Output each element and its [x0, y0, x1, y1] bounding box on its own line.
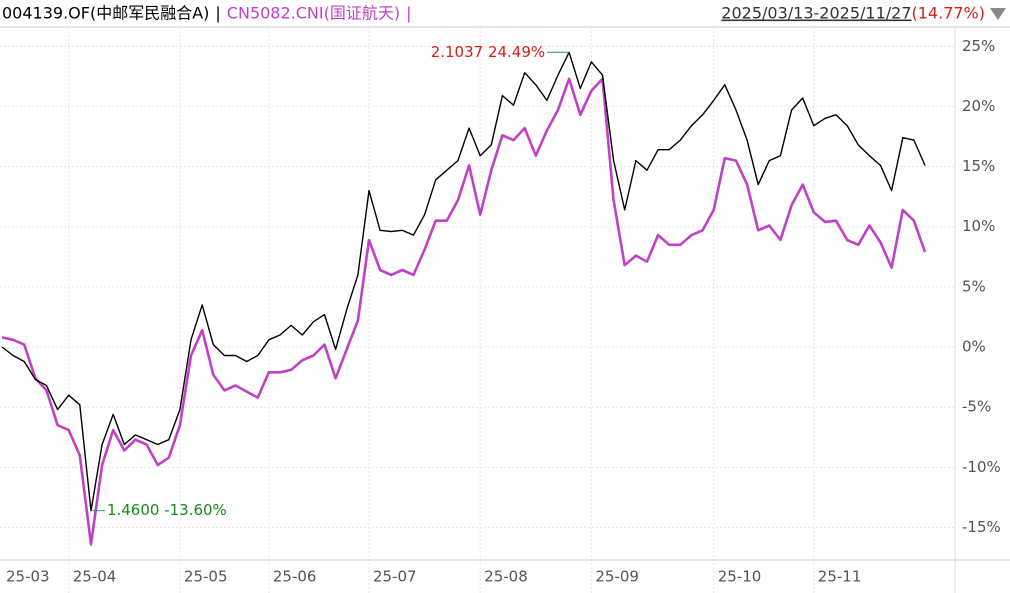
y-tick-label: 5% — [962, 277, 986, 295]
x-tick-label: 25-06 — [273, 568, 317, 586]
x-tick-label: 25-03 — [6, 568, 50, 586]
series-name: 004139.OF(中邮军民融合A) — [2, 4, 209, 23]
series-name: CN5082.CNI(国证航天) — [227, 4, 400, 23]
annotation: 1.4600 -13.60% — [107, 501, 227, 519]
dropdown-arrow[interactable] — [990, 8, 1006, 20]
separator: | — [406, 4, 411, 23]
x-tick-label: 25-05 — [184, 568, 228, 586]
line-series — [1, 77, 927, 546]
x-tick-label: 25-10 — [718, 568, 762, 586]
y-tick-label: 25% — [962, 37, 995, 55]
period-return: (14.77%) — [912, 4, 986, 23]
separator: | — [215, 4, 220, 23]
y-tick-label: 10% — [962, 217, 995, 235]
period: 2025/03/13-2025/11/27 — [721, 4, 911, 23]
x-tick-label: 25-04 — [73, 568, 117, 586]
y-tick-label: 0% — [962, 338, 986, 356]
y-tick-label: 15% — [962, 157, 995, 175]
x-tick-label: 25-07 — [373, 568, 417, 586]
y-tick-label: 20% — [962, 97, 995, 115]
annotation: 2.1037 24.49% — [431, 43, 545, 61]
x-tick-label: 25-09 — [595, 568, 639, 586]
y-tick-label: -10% — [962, 458, 1001, 476]
x-tick-label: 25-08 — [484, 568, 528, 586]
line-series — [1, 51, 926, 512]
header: 004139.OF(中邮军民融合A) | CN5082.CNI(国证航天) | … — [2, 4, 1006, 23]
x-tick-label: 25-11 — [818, 568, 862, 586]
y-tick-label: -15% — [962, 518, 1001, 536]
y-tick-label: -5% — [962, 398, 991, 416]
